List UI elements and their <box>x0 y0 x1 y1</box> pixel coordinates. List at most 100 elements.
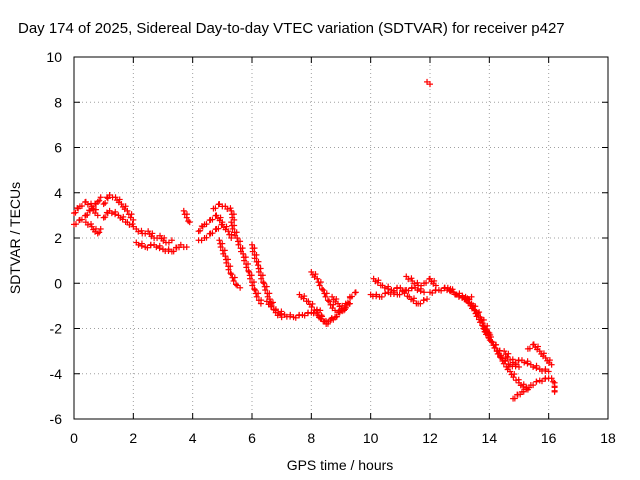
data-point <box>217 214 224 221</box>
data-point <box>501 348 508 355</box>
data-point <box>245 260 252 267</box>
data-point <box>259 272 266 279</box>
data-point <box>530 364 537 371</box>
data-point <box>497 354 504 361</box>
data-point <box>309 300 316 307</box>
data-point <box>308 304 315 311</box>
data-point <box>232 281 239 288</box>
data-point <box>130 216 137 223</box>
data-point <box>269 299 276 306</box>
data-point <box>476 319 483 326</box>
data-point <box>239 245 246 252</box>
data-point <box>209 230 216 237</box>
x-tick-label: 10 <box>363 430 379 446</box>
data-point <box>228 207 235 214</box>
data-point <box>248 272 255 279</box>
data-point <box>222 253 229 260</box>
data-point <box>333 313 340 320</box>
data-point <box>421 289 428 296</box>
data-point <box>500 360 507 367</box>
data-point <box>92 206 99 213</box>
data-point <box>478 316 485 323</box>
data-point <box>328 315 335 322</box>
data-point <box>203 234 210 241</box>
data-point <box>352 289 359 296</box>
data-point <box>249 248 256 255</box>
data-point <box>402 287 409 294</box>
series-arc-7 <box>133 239 190 255</box>
series-arc-15 <box>263 298 324 321</box>
x-tick-label: 0 <box>70 430 78 446</box>
y-tick-label: 0 <box>54 275 62 291</box>
data-point <box>138 242 145 249</box>
y-tick-label: 10 <box>46 49 62 65</box>
x-tick-label: 4 <box>189 430 197 446</box>
series-arc-13 <box>228 219 265 307</box>
data-point <box>301 312 308 319</box>
series-arc-18 <box>314 300 353 325</box>
data-point <box>348 293 355 300</box>
data-point <box>530 382 537 389</box>
data-point <box>417 300 424 307</box>
data-point <box>251 255 258 262</box>
data-point <box>548 375 555 382</box>
series-arc-6 <box>133 225 175 246</box>
data-point <box>237 284 244 291</box>
data-point <box>484 328 491 335</box>
data-point <box>268 300 275 307</box>
data-point <box>97 194 104 201</box>
data-point <box>135 228 142 235</box>
data-point <box>305 298 312 305</box>
data-point <box>326 298 333 305</box>
data-point <box>504 353 511 360</box>
data-point <box>424 296 431 303</box>
y-tick-label: -4 <box>50 366 63 382</box>
data-point <box>378 293 385 300</box>
data-point <box>215 225 222 232</box>
data-point <box>72 209 79 216</box>
data-point <box>505 350 512 357</box>
series-arc-10 <box>195 221 235 244</box>
data-point <box>401 290 408 297</box>
data-point <box>251 285 258 292</box>
data-point <box>224 256 231 263</box>
data-point <box>100 201 107 208</box>
data-point <box>243 264 250 271</box>
data-point <box>444 287 451 294</box>
data-point <box>254 262 261 269</box>
data-point <box>78 216 85 223</box>
data-point <box>473 313 480 320</box>
data-point <box>501 357 508 364</box>
data-point <box>512 360 519 367</box>
data-point <box>494 350 501 357</box>
data-point <box>312 271 319 278</box>
data-point <box>456 292 463 299</box>
data-point <box>231 222 238 229</box>
data-point <box>203 221 210 228</box>
y-tick-label: -6 <box>50 411 63 427</box>
x-tick-label: 12 <box>422 430 438 446</box>
data-point <box>414 287 421 294</box>
data-point <box>411 280 418 287</box>
data-point <box>323 290 330 297</box>
data-point <box>185 218 192 225</box>
series-arc-28 <box>501 348 552 375</box>
data-point <box>414 279 421 286</box>
data-point <box>322 293 329 300</box>
y-tick-label: 4 <box>54 185 62 201</box>
data-point <box>479 322 486 329</box>
data-point <box>396 291 403 298</box>
data-point <box>249 241 255 248</box>
data-point <box>233 229 240 236</box>
data-point <box>227 270 234 277</box>
data-point <box>548 361 555 368</box>
data-point <box>431 277 438 284</box>
data-point <box>230 211 237 218</box>
data-point <box>229 225 236 232</box>
data-point <box>212 205 219 212</box>
data-point <box>197 227 204 234</box>
data-point <box>88 203 95 210</box>
data-point <box>242 254 249 261</box>
data-point <box>496 347 503 354</box>
series-arc-21 <box>370 275 431 307</box>
